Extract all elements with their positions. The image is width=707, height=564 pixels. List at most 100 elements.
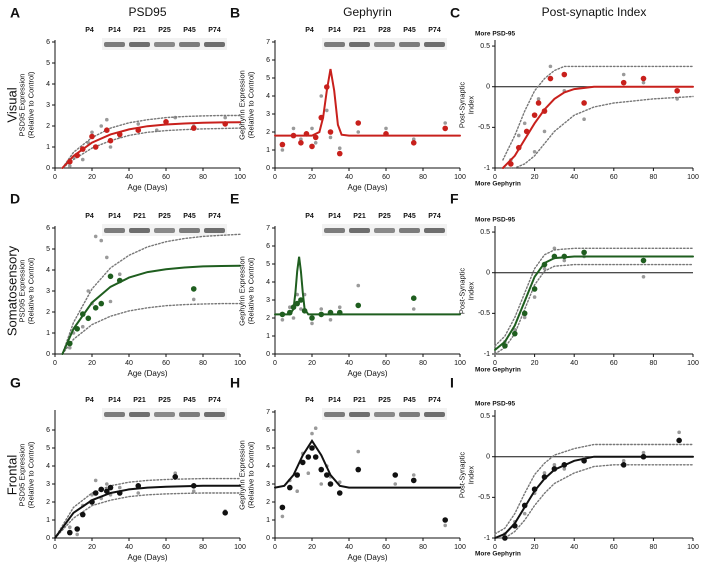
fit-line xyxy=(61,121,241,169)
mean-point xyxy=(67,340,73,347)
x-tick-label: 20 xyxy=(88,544,96,551)
fit-line xyxy=(274,438,461,489)
blot-band xyxy=(324,412,345,417)
lane-label: P21 xyxy=(353,27,366,34)
mean-point xyxy=(410,295,417,302)
panel-letter: H xyxy=(230,375,240,391)
x-tick-label: 20 xyxy=(88,174,96,181)
individual-point xyxy=(356,449,361,454)
blot-band xyxy=(154,42,175,47)
mean-point xyxy=(410,140,417,146)
x-tick-label: 80 xyxy=(650,174,658,181)
x-tick-label: 20 xyxy=(531,360,539,367)
individual-point xyxy=(136,491,141,495)
panel-letter: E xyxy=(230,191,239,207)
x-tick-label: 100 xyxy=(454,174,466,181)
top-note: More PSD-95 xyxy=(475,217,515,224)
mean-point xyxy=(287,484,293,491)
confidence-bound xyxy=(494,263,694,355)
mean-point xyxy=(336,490,343,496)
y-tick-label: 6 xyxy=(266,427,270,434)
mean-point xyxy=(79,511,86,518)
y-tick-label: 0 xyxy=(266,165,270,172)
lane-label: P28 xyxy=(378,27,391,34)
x-tick-label: 80 xyxy=(650,544,658,551)
mean-point xyxy=(327,481,334,487)
blot-band xyxy=(424,42,445,47)
x-tick-label: 40 xyxy=(570,174,578,181)
mean-point xyxy=(107,137,114,144)
mean-point xyxy=(318,466,325,473)
confidence-bound xyxy=(494,443,694,535)
mean-point xyxy=(640,75,647,82)
lane-label: P14 xyxy=(328,397,341,404)
mean-point xyxy=(324,84,330,90)
y-axis-label: Index xyxy=(466,466,475,485)
mean-point xyxy=(512,330,518,337)
individual-point xyxy=(411,473,416,477)
fit-line xyxy=(274,68,461,137)
confidence-bound xyxy=(54,477,241,539)
confidence-bound xyxy=(54,492,241,539)
panel-letter: F xyxy=(450,191,459,207)
individual-point xyxy=(411,307,416,311)
mean-point xyxy=(442,125,449,132)
y-tick-label: 0 xyxy=(46,535,50,542)
lane-label: P14 xyxy=(108,27,121,34)
mean-point xyxy=(301,308,308,314)
mean-point xyxy=(541,474,548,480)
x-tick-label: 100 xyxy=(687,174,699,181)
blot-band xyxy=(179,412,200,417)
mean-point xyxy=(336,309,343,316)
mean-point xyxy=(135,483,142,489)
mean-point xyxy=(309,143,315,150)
y-tick-label: 3 xyxy=(46,288,50,295)
individual-point xyxy=(86,289,91,293)
x-tick-label: 80 xyxy=(199,360,207,367)
individual-point xyxy=(295,489,300,494)
y-tick-label: 0 xyxy=(486,84,490,91)
x-tick-label: 40 xyxy=(345,174,353,181)
mean-point xyxy=(355,466,362,473)
bottom-note: More Gephyrin xyxy=(475,181,521,188)
x-tick-label: 80 xyxy=(419,544,427,551)
x-tick-label: 60 xyxy=(382,174,390,181)
individual-point xyxy=(522,121,527,126)
mean-point xyxy=(674,87,680,94)
individual-point xyxy=(393,482,398,486)
blot-band xyxy=(204,412,225,417)
lane-label: P45 xyxy=(403,213,416,220)
mean-point xyxy=(327,309,334,316)
x-tick-label: 0 xyxy=(493,174,497,181)
lane-label: P25 xyxy=(158,27,171,34)
x-tick-label: 0 xyxy=(273,360,277,367)
y-axis-label: (Relative to Control) xyxy=(26,257,35,324)
row-label: Visual xyxy=(4,87,19,122)
individual-point xyxy=(337,305,342,310)
blot-band xyxy=(349,42,370,47)
x-tick-label: 80 xyxy=(199,544,207,551)
x-tick-label: 100 xyxy=(234,174,246,181)
fit-line xyxy=(274,256,461,316)
mean-point xyxy=(107,484,114,491)
y-axis-label: Index xyxy=(466,96,475,115)
fit-line xyxy=(494,255,694,351)
y-tick-label: 3 xyxy=(46,102,50,109)
individual-point xyxy=(280,318,285,322)
x-tick-label: 60 xyxy=(162,360,170,367)
y-axis-label: (Relative to Control) xyxy=(246,71,255,138)
y-tick-label: 0 xyxy=(266,535,270,542)
x-tick-label: 80 xyxy=(419,360,427,367)
mean-point xyxy=(541,261,548,268)
y-tick-label: 1 xyxy=(266,333,270,340)
mean-point xyxy=(303,131,310,137)
mean-point xyxy=(299,459,306,466)
blot-band xyxy=(154,412,175,417)
y-tick-label: 7 xyxy=(266,225,270,232)
x-axis-label: Age (Days) xyxy=(347,553,387,562)
x-tick-label: 60 xyxy=(610,544,618,551)
individual-point xyxy=(310,321,314,326)
row-label: Somatosensory xyxy=(4,245,19,336)
individual-point xyxy=(105,482,109,486)
y-tick-label: 4 xyxy=(266,279,270,286)
